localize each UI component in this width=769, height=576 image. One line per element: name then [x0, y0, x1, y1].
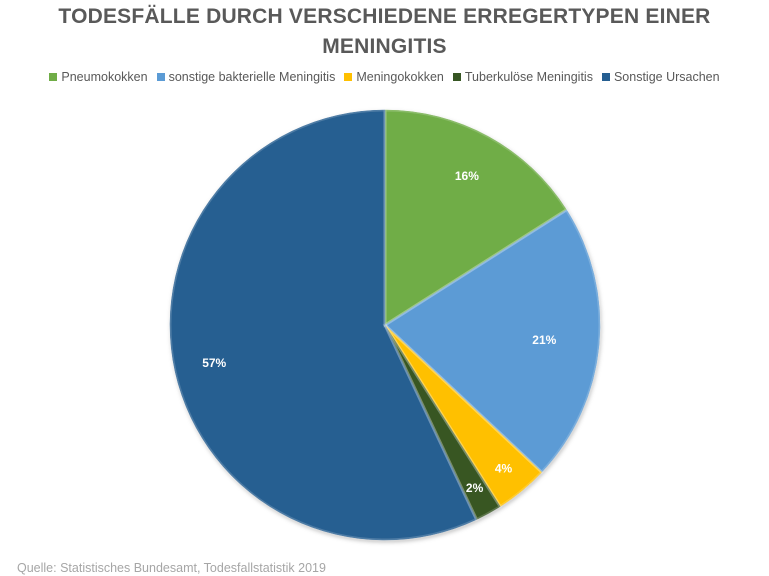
legend-swatch: [344, 73, 353, 81]
pie-slice-sonstige-ursachen: [169, 109, 477, 541]
legend-item-meningokokken: Meningokokken: [344, 70, 444, 84]
chart-legend: Pneumokokken sonstige bakterielle Mening…: [0, 70, 769, 84]
legend-swatch: [452, 73, 461, 81]
pie-slice-edge: [383, 324, 503, 522]
pie-slice-sonstige-bakterielle: [384, 209, 601, 473]
pie-slice-edge: [383, 108, 569, 328]
pie-slice-edge: [382, 207, 602, 475]
legend-label: Meningokokken: [356, 70, 444, 84]
legend-item-tuberkuloese: Tuberkulöse Meningitis: [452, 70, 593, 84]
legend-item-sonstige-bakterielle: sonstige bakterielle Meningitis: [156, 70, 336, 84]
legend-swatch: [49, 73, 58, 81]
pie-slice-edge: [168, 108, 479, 542]
data-label-tuberkuloese: 2%: [466, 481, 484, 495]
legend-swatch: [156, 73, 165, 81]
legend-label: Pneumokokken: [61, 70, 148, 84]
legend-swatch: [601, 73, 610, 81]
pie-slice-edge: [383, 323, 544, 509]
legend-label: Tuberkulöse Meningitis: [464, 70, 593, 84]
chart-title: TODESFÄLLE DURCH VERSCHIEDENE ERREGERTYP…: [58, 5, 711, 58]
data-label-sonstige-bakterielle: 21%: [532, 333, 556, 347]
data-label-meningokokken: 4%: [495, 461, 513, 475]
source-note: Quelle: Statistisches Bundesamt, Todesfa…: [17, 561, 326, 575]
legend-label: Sonstige Ursachen: [613, 70, 720, 84]
legend-item-sonstige-ursachen: Sonstige Ursachen: [601, 70, 720, 84]
data-label-pneumokokken: 16%: [455, 169, 479, 183]
legend-label: sonstige bakterielle Meningitis: [168, 70, 336, 84]
pie-slice-pneumokokken: [384, 109, 567, 326]
legend-item-pneumokokken: Pneumokokken: [49, 70, 148, 84]
data-label-sonstige-ursachen: 57%: [202, 356, 226, 370]
